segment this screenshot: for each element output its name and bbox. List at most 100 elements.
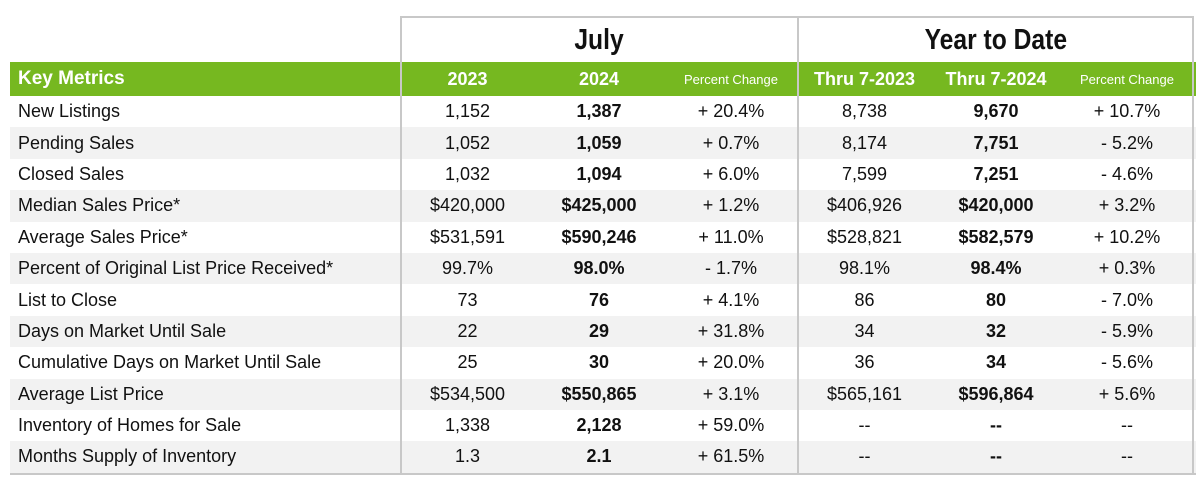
cell-july-2023: $420,000 [400, 190, 533, 222]
cell-july-2023: $531,591 [400, 221, 533, 253]
cell-july-2023: 73 [400, 284, 533, 316]
table-row: Months Supply of Inventory 1.3 2.1 + 61.5% -… [10, 441, 1196, 473]
metric-label: List to Close [18, 289, 118, 310]
header-thru-2023: Thru 7-2023 [797, 62, 930, 96]
table-row: Inventory of Homes for Sale 1,338 2,128 + 5… [10, 409, 1196, 442]
cell-ytd-2023: 8,174 [797, 127, 930, 159]
header-2024: 2024 [578, 68, 620, 89]
cell-july-2024: 29 [588, 320, 610, 341]
cell-july-2024: $425,000 [561, 195, 637, 216]
cell-ytd-percent-change: + 3.2% [1062, 190, 1194, 222]
cell-ytd-2023: 86 [797, 284, 930, 316]
cell-july-2024: 98.0% [573, 258, 625, 279]
cell-ytd-2024: 9,670 [973, 101, 1019, 122]
cell-ytd-percent-change: - 5.6% [1062, 347, 1194, 379]
cell-ytd-percent-change: - 5.2% [1062, 127, 1194, 159]
cell-ytd-2023: 7,599 [797, 158, 930, 191]
cell-july-percent-change: + 20.4% [697, 101, 765, 122]
cell-ytd-2023: $406,926 [797, 190, 930, 222]
cell-ytd-2024: 80 [985, 289, 1007, 310]
cell-july-2024: 1,059 [576, 132, 622, 153]
group-july: July [400, 16, 797, 62]
cell-july-percent-change: + 3.1% [702, 383, 760, 404]
cell-ytd-percent-change: + 10.2% [1062, 221, 1194, 253]
cell-july-percent-change: + 61.5% [697, 446, 765, 467]
group-header: July Year to Date [10, 16, 1196, 62]
cell-ytd-2024: $596,864 [958, 383, 1034, 404]
cell-ytd-2024: 32 [985, 320, 1007, 341]
cell-ytd-2024: $420,000 [958, 195, 1034, 216]
table-row: Average Sales Price* $531,591 $590,246 + 11… [10, 221, 1196, 253]
header-key-metrics: Key Metrics [18, 68, 125, 89]
cell-ytd-2024: -- [990, 446, 1002, 467]
table-row: Closed Sales 1,032 1,094 + 6.0% 7,599 7,251 - … [10, 158, 1196, 191]
metric-label: Median Sales Price* [18, 195, 181, 216]
cell-july-percent-change: + 31.8% [697, 320, 765, 341]
metric-label: Months Supply of Inventory [18, 446, 237, 467]
cell-ytd-2024: -- [990, 415, 1002, 436]
table-row: New Listings 1,152 1,387 + 20.4% 8,738 9,670 +… [10, 96, 1196, 128]
cell-ytd-2024: 7,751 [973, 132, 1019, 153]
cell-july-percent-change: + 1.2% [702, 195, 760, 216]
column-header-row: Key Metrics 2023 2024 Percent Change Thr… [10, 62, 1196, 96]
metric-label: Percent of Original List Price Received* [18, 258, 334, 279]
cell-ytd-2024: 7,251 [973, 163, 1019, 184]
table-body: New Listings 1,152 1,387 + 20.4% 8,738 9,670 +… [10, 96, 1196, 475]
cell-july-2023: 1,032 [400, 158, 533, 191]
cell-july-2024: 76 [588, 289, 610, 310]
cell-july-2023: 25 [400, 347, 533, 379]
table-row: Percent of Original List Price Received*… [10, 252, 1196, 285]
cell-july-2023: 1,052 [400, 127, 533, 159]
cell-july-2023: $534,500 [400, 378, 533, 410]
cell-ytd-percent-change: - 5.9% [1062, 315, 1194, 348]
header-percent-change: Percent Change [684, 71, 778, 87]
cell-ytd-percent-change: -- [1062, 409, 1194, 442]
cell-ytd-2024: 98.4% [970, 258, 1022, 279]
cell-july-percent-change: + 4.1% [702, 289, 760, 310]
cell-ytd-2023: $528,821 [797, 221, 930, 253]
metric-label: Inventory of Homes for Sale [18, 415, 242, 436]
cell-july-2023: 1,338 [400, 409, 533, 442]
cell-ytd-2023: 8,738 [797, 96, 930, 128]
cell-ytd-percent-change: + 0.3% [1062, 252, 1194, 285]
table-row: Days on Market Until Sale 22 29 + 31.8% 34 32… [10, 315, 1196, 348]
table-row: Median Sales Price* $420,000 $425,000 + 1.2… [10, 190, 1196, 222]
cell-july-2024: $590,246 [561, 226, 637, 247]
cell-ytd-2023: $565,161 [797, 378, 930, 410]
metric-label: Cumulative Days on Market Until Sale [18, 352, 322, 373]
cell-july-2023: 99.7% [400, 252, 533, 285]
cell-ytd-percent-change: + 10.7% [1062, 96, 1194, 128]
cell-ytd-2024: 34 [985, 352, 1007, 373]
cell-july-2023: 1.3 [400, 441, 533, 473]
cell-ytd-2023: -- [797, 441, 930, 473]
cell-ytd-percent-change: -- [1062, 441, 1194, 473]
cell-ytd-2024: $582,579 [958, 226, 1034, 247]
cell-july-2024: 1,387 [576, 101, 622, 122]
cell-july-2024: $550,865 [561, 383, 637, 404]
header-2023: 2023 [400, 62, 533, 96]
cell-july-2023: 1,152 [400, 96, 533, 128]
cell-july-2024: 30 [588, 352, 610, 373]
table-row: Pending Sales 1,052 1,059 + 0.7% 8,174 7,751 -… [10, 127, 1196, 159]
cell-ytd-2023: -- [797, 409, 930, 442]
cell-ytd-2023: 34 [797, 315, 930, 348]
header-ytd-percent-change: Percent Change [1062, 62, 1194, 96]
metric-label: Average Sales Price* [18, 226, 188, 247]
table-row: List to Close 73 76 + 4.1% 86 80 - 7.0% [10, 284, 1196, 316]
group-year-to-date: Year to Date [797, 16, 1194, 62]
cell-july-2024: 2.1 [586, 446, 612, 467]
cell-july-percent-change: + 6.0% [702, 163, 760, 184]
metric-label: Average List Price [18, 383, 164, 404]
key-metrics-table: July Year to Date Key Metrics 2023 2024 … [10, 16, 1196, 475]
table-row: Average List Price $534,500 $550,865 + 3.1%… [10, 378, 1196, 410]
cell-july-2024: 2,128 [576, 415, 622, 436]
cell-july-percent-change: + 20.0% [697, 352, 765, 373]
cell-july-percent-change: + 11.0% [698, 226, 764, 247]
cell-july-percent-change: - 1.7% [704, 258, 758, 279]
metric-label: Pending Sales [18, 132, 135, 153]
cell-ytd-percent-change: - 7.0% [1062, 284, 1194, 316]
cell-july-2023: 22 [400, 315, 533, 348]
table-row: Cumulative Days on Market Until Sale 25 30… [10, 347, 1196, 379]
cell-ytd-2023: 36 [797, 347, 930, 379]
cell-july-percent-change: + 0.7% [702, 132, 760, 153]
